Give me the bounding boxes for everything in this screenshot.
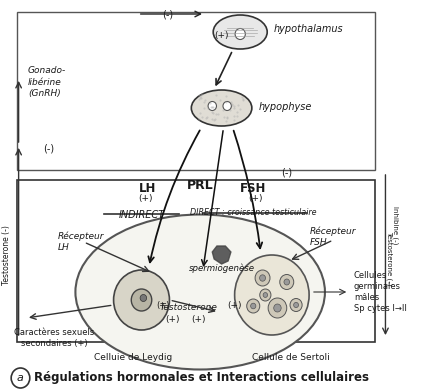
Text: Testosterone: Testosterone [160,303,218,312]
Circle shape [247,299,260,313]
Circle shape [131,289,152,311]
Text: LH: LH [138,181,156,194]
Circle shape [251,303,256,309]
Text: (-): (-) [281,167,292,177]
Ellipse shape [213,15,267,49]
Text: Inhibine (-): Inhibine (-) [391,206,398,244]
Text: (+): (+) [214,31,229,40]
Text: (+): (+) [165,315,179,324]
Text: Caractères sexuels
secondaires (+): Caractères sexuels secondaires (+) [14,328,94,348]
Circle shape [11,368,30,388]
Circle shape [263,292,267,298]
Circle shape [255,270,270,286]
Circle shape [260,275,266,281]
Circle shape [235,29,246,40]
Text: (+): (+) [227,301,242,310]
Polygon shape [212,246,231,264]
Text: (-): (-) [162,9,173,19]
Text: (+): (+) [191,315,206,324]
Text: Récepteur
FSH: Récepteur FSH [310,227,356,247]
Text: (+): (+) [138,194,153,203]
Circle shape [140,294,147,301]
Circle shape [284,279,289,285]
Circle shape [114,270,169,330]
Text: hypophyse: hypophyse [259,102,312,112]
Text: Récepteur
LH: Récepteur LH [58,232,104,252]
Text: FSH: FSH [240,181,267,194]
Ellipse shape [75,214,325,370]
Circle shape [223,102,231,111]
Text: a: a [17,373,24,383]
Circle shape [235,255,309,335]
Ellipse shape [191,90,252,126]
Circle shape [294,302,298,308]
Text: PRL: PRL [187,178,214,192]
Text: INDIRECT: INDIRECT [118,210,165,220]
Circle shape [280,274,294,290]
Circle shape [208,102,216,111]
Circle shape [274,304,281,312]
Text: Testosterone (-): Testosterone (-) [386,231,393,285]
Circle shape [268,298,287,318]
Text: Cellules
germinales
mâles
Sp cytes I→II: Cellules germinales mâles Sp cytes I→II [354,271,407,313]
Circle shape [260,289,271,301]
Text: Testosterone (-): Testosterone (-) [2,225,11,285]
Circle shape [290,298,302,312]
Text: (-): (-) [43,143,54,153]
Text: Celluie de Leydig: Celluie de Leydig [94,354,172,363]
Text: hypothalamus: hypothalamus [274,24,343,34]
Text: (+): (+) [248,194,262,203]
Text: (+): (+) [156,301,169,310]
Text: Cellule de Sertoli: Cellule de Sertoli [252,354,329,363]
Text: Gonado-
libérine
(GnRH): Gonado- libérine (GnRH) [28,66,66,98]
Text: Régulations hormonales et Interactions cellulaires: Régulations hormonales et Interactions c… [34,372,369,385]
Text: DIRECT : croissance testiculaire: DIRECT : croissance testiculaire [190,208,316,217]
Text: spermiogenèse: spermiogenèse [189,263,255,273]
